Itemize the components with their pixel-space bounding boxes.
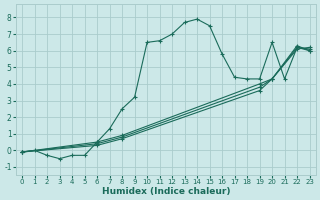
X-axis label: Humidex (Indice chaleur): Humidex (Indice chaleur) — [101, 187, 230, 196]
